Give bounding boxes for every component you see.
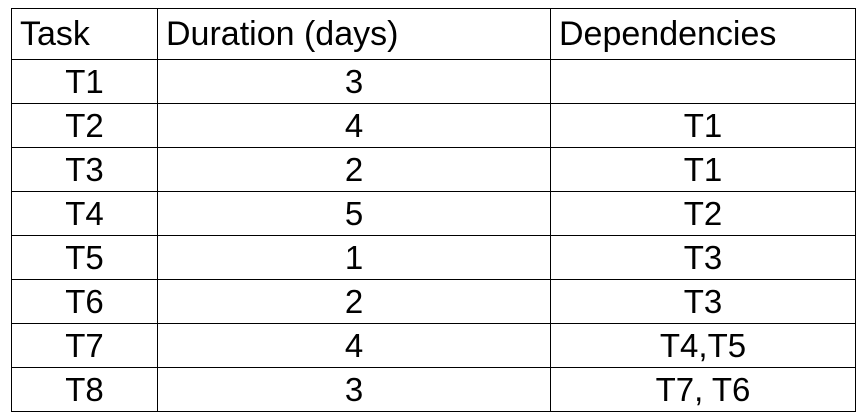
cell-dependencies: T2	[550, 191, 856, 236]
cell-task: T3	[11, 147, 158, 192]
cell-dependencies: T3	[550, 279, 856, 324]
cell-duration: 1	[157, 235, 551, 280]
table-row: T2 4 T1	[11, 103, 856, 148]
header-duration: Duration (days)	[157, 8, 551, 60]
cell-dependencies: T3	[550, 235, 856, 280]
table-row: T4 5 T2	[11, 191, 856, 236]
cell-dependencies: T4,T5	[550, 323, 856, 368]
table-header-row: Task Duration (days) Dependencies	[11, 8, 856, 60]
table-row: T7 4 T4,T5	[11, 323, 856, 368]
task-dependency-table: Task Duration (days) Dependencies T1 3 T…	[11, 8, 856, 412]
cell-dependencies: T1	[550, 103, 856, 148]
cell-task: T2	[11, 103, 158, 148]
cell-task: T5	[11, 235, 158, 280]
cell-duration: 3	[157, 367, 551, 412]
cell-dependencies: T7, T6	[550, 367, 856, 412]
cell-duration: 4	[157, 103, 551, 148]
cell-duration: 4	[157, 323, 551, 368]
cell-task: T1	[11, 59, 158, 104]
table-row: T3 2 T1	[11, 147, 856, 192]
header-dependencies: Dependencies	[550, 8, 856, 60]
table-row: T1 3	[11, 59, 856, 104]
table-row: T5 1 T3	[11, 235, 856, 280]
cell-duration: 2	[157, 147, 551, 192]
cell-task: T7	[11, 323, 158, 368]
cell-task: T6	[11, 279, 158, 324]
cell-task: T4	[11, 191, 158, 236]
cell-duration: 2	[157, 279, 551, 324]
cell-dependencies	[550, 59, 856, 104]
cell-task: T8	[11, 367, 158, 412]
header-task: Task	[11, 8, 158, 60]
table-row: T8 3 T7, T6	[11, 367, 856, 412]
cell-duration: 5	[157, 191, 551, 236]
cell-duration: 3	[157, 59, 551, 104]
table-row: T6 2 T3	[11, 279, 856, 324]
cell-dependencies: T1	[550, 147, 856, 192]
